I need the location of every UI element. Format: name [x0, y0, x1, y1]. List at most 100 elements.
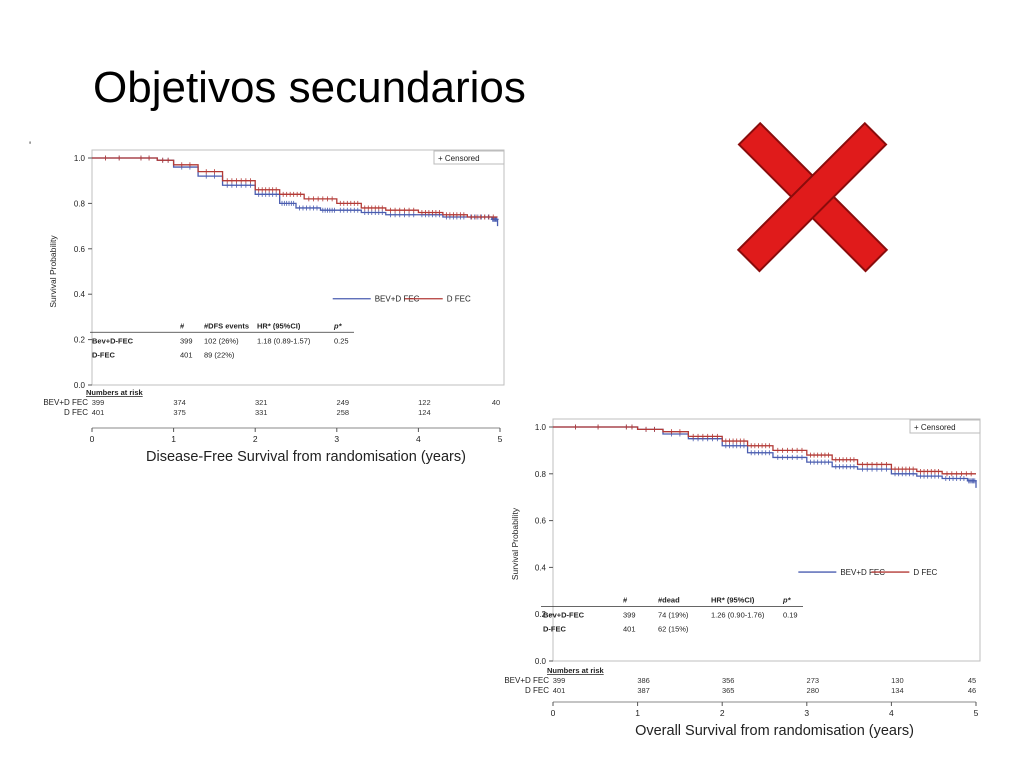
- censor-mark-0: [819, 459, 824, 465]
- censor-mark-0: [741, 443, 746, 449]
- x-tick-label: 4: [416, 434, 421, 444]
- stats-table-cell: Bev+D-FEC: [92, 336, 134, 345]
- legend-label-1: D FEC: [447, 295, 471, 304]
- y-axis-label: Survival Probability: [510, 507, 520, 580]
- plot-frame: [91, 149, 505, 386]
- censor-mark-0: [314, 205, 319, 211]
- censor-mark-0: [304, 205, 309, 211]
- censor-mark-0: [870, 466, 875, 472]
- risk-value: 386: [637, 676, 650, 685]
- censor-mark-1: [596, 424, 601, 430]
- censor-mark-1: [298, 191, 303, 197]
- censor-mark-1: [848, 457, 853, 463]
- censor-mark-0: [380, 209, 385, 215]
- y-axis-label: Survival Probability: [48, 235, 58, 308]
- risk-row-label: D FEC: [525, 686, 549, 695]
- plot-frame: [552, 418, 981, 662]
- censor-mark-1: [373, 205, 378, 211]
- censor-mark-1: [949, 471, 954, 477]
- stats-table-header: #: [180, 321, 185, 330]
- censor-mark-0: [291, 200, 296, 206]
- censor-mark-0: [961, 475, 966, 481]
- censor-mark-0: [734, 443, 739, 449]
- censor-mark-1: [311, 196, 316, 202]
- stats-table-cell: D-FEC: [543, 625, 566, 634]
- stats-table-header: HR* (95%CI): [711, 596, 755, 605]
- censor-mark-0: [865, 466, 870, 472]
- censor-mark-1: [376, 205, 381, 211]
- censor-mark-0: [767, 450, 772, 456]
- risk-value: 401: [553, 686, 566, 695]
- censor-mark-1: [644, 426, 649, 432]
- censor-mark-0: [225, 182, 230, 188]
- risk-value: 280: [807, 686, 820, 695]
- censor-mark-1: [879, 461, 884, 467]
- risk-value: 399: [92, 398, 105, 407]
- censor-mark-0: [756, 450, 761, 456]
- risk-value: 134: [891, 686, 904, 695]
- stray-mark: ': [29, 140, 32, 152]
- censor-mark-1: [865, 461, 870, 467]
- censor-mark-1: [444, 212, 449, 218]
- censor-mark-0: [860, 466, 865, 472]
- risk-value: 273: [807, 676, 820, 685]
- censor-mark-0: [352, 207, 357, 213]
- censor-mark-0: [260, 191, 265, 197]
- censor-mark-1: [341, 200, 346, 206]
- censor-mark-0: [900, 471, 905, 477]
- censor-mark-0: [362, 209, 367, 215]
- censor-mark-0: [884, 466, 889, 472]
- censor-mark-1: [756, 443, 761, 449]
- censor-legend-label: + Censored: [914, 423, 956, 432]
- stats-table-cell: 401: [180, 350, 193, 359]
- censor-mark-1: [147, 155, 152, 161]
- censor-mark-1: [306, 196, 311, 202]
- risk-value: 46: [968, 686, 976, 695]
- risk-value: 124: [418, 408, 431, 417]
- censor-mark-1: [900, 466, 905, 472]
- censor-mark-1: [204, 169, 209, 175]
- risk-value: 40: [492, 398, 500, 407]
- censor-mark-0: [826, 459, 831, 465]
- censor-mark-1: [738, 438, 743, 444]
- censor-mark-1: [243, 178, 248, 184]
- censor-mark-1: [426, 209, 431, 215]
- risk-value: 249: [337, 398, 350, 407]
- censor-mark-0: [812, 459, 817, 465]
- stats-table-cell: D-FEC: [92, 350, 115, 359]
- risk-row-label: BEV+D FEC: [504, 676, 549, 685]
- censor-mark-1: [355, 200, 360, 206]
- censor-mark-1: [969, 471, 974, 477]
- risk-table-title: Numbers at risk: [86, 388, 144, 397]
- censor-mark-0: [932, 473, 937, 479]
- censor-mark-1: [812, 452, 817, 458]
- censor-mark-1: [826, 452, 831, 458]
- y-tick-label: 0.2: [74, 336, 86, 345]
- censor-mark-0: [393, 212, 398, 218]
- censor-mark-0: [954, 475, 959, 481]
- risk-row-label: D FEC: [64, 408, 88, 417]
- censor-mark-0: [808, 459, 813, 465]
- censor-mark-0: [311, 205, 316, 211]
- censor-mark-1: [922, 468, 927, 474]
- stats-table-cell: 401: [623, 625, 636, 634]
- censor-mark-0: [763, 450, 768, 456]
- censor-mark-0: [848, 464, 853, 470]
- x-tick-label: 1: [171, 434, 176, 444]
- censor-mark-1: [624, 424, 629, 430]
- y-tick-label: 0.6: [74, 245, 86, 254]
- risk-value: 258: [337, 408, 350, 417]
- stats-table-cell: 62 (15%): [658, 625, 689, 634]
- censor-mark-0: [943, 475, 948, 481]
- censor-mark-0: [918, 473, 923, 479]
- censor-mark-1: [723, 438, 728, 444]
- censor-mark-1: [338, 200, 343, 206]
- censor-mark-1: [775, 447, 780, 453]
- censor-mark-0: [844, 464, 849, 470]
- y-tick-label: 1.0: [535, 423, 547, 432]
- censor-mark-1: [780, 447, 785, 453]
- censor-mark-0: [341, 207, 346, 213]
- censor-mark-1: [727, 438, 732, 444]
- censor-mark-0: [947, 475, 952, 481]
- stats-table-header: #DFS events: [204, 321, 249, 330]
